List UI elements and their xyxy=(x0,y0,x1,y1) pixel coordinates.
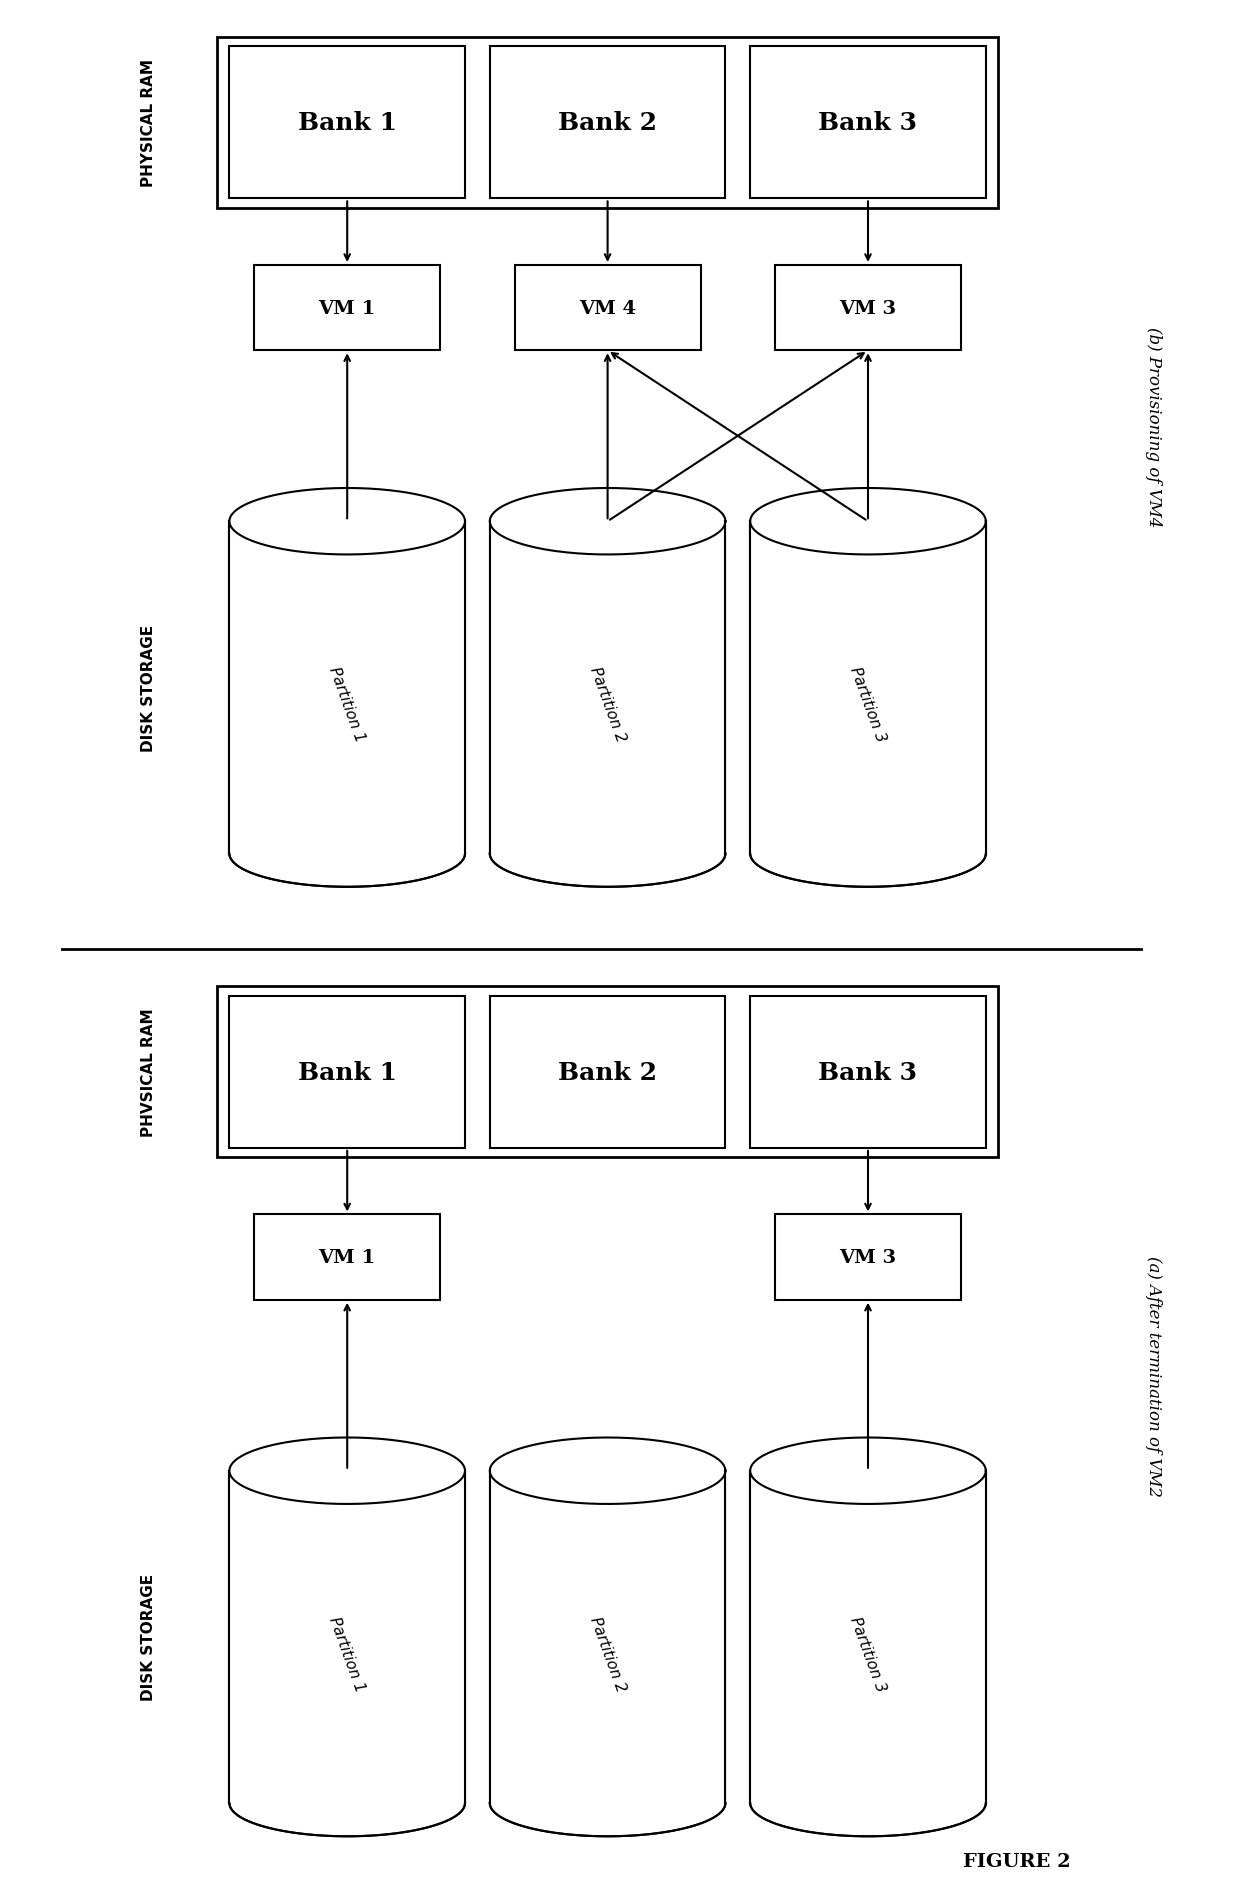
Polygon shape xyxy=(750,490,986,554)
Text: Bank 2: Bank 2 xyxy=(558,112,657,135)
FancyBboxPatch shape xyxy=(254,1215,440,1300)
FancyBboxPatch shape xyxy=(490,1471,725,1803)
FancyBboxPatch shape xyxy=(750,996,986,1148)
FancyBboxPatch shape xyxy=(775,266,961,351)
FancyBboxPatch shape xyxy=(515,266,701,351)
FancyBboxPatch shape xyxy=(490,47,725,199)
Polygon shape xyxy=(490,1439,725,1503)
Text: Partition 3: Partition 3 xyxy=(847,664,889,744)
Text: PHVSICAL RAM: PHVSICAL RAM xyxy=(141,1008,156,1137)
Polygon shape xyxy=(229,490,465,554)
FancyBboxPatch shape xyxy=(229,996,465,1148)
Polygon shape xyxy=(490,490,725,554)
Text: (a) After termination of VM2: (a) After termination of VM2 xyxy=(1145,1256,1162,1496)
Text: VM 1: VM 1 xyxy=(319,1249,376,1266)
FancyBboxPatch shape xyxy=(254,266,440,351)
Text: Partition 1: Partition 1 xyxy=(326,664,368,744)
Text: VM 3: VM 3 xyxy=(839,1249,897,1266)
FancyBboxPatch shape xyxy=(229,522,465,854)
Text: Bank 1: Bank 1 xyxy=(298,112,397,135)
Text: PHYSICAL RAM: PHYSICAL RAM xyxy=(141,59,156,188)
Text: Partition 3: Partition 3 xyxy=(847,1613,889,1693)
Text: DISK STORAGE: DISK STORAGE xyxy=(141,1573,156,1701)
Text: VM 4: VM 4 xyxy=(579,300,636,317)
Text: Bank 3: Bank 3 xyxy=(818,1061,918,1084)
FancyBboxPatch shape xyxy=(750,522,986,854)
FancyBboxPatch shape xyxy=(229,47,465,199)
FancyBboxPatch shape xyxy=(229,1471,465,1803)
FancyBboxPatch shape xyxy=(490,522,725,854)
FancyBboxPatch shape xyxy=(217,38,998,209)
Text: VM 1: VM 1 xyxy=(319,300,376,317)
FancyBboxPatch shape xyxy=(750,1471,986,1803)
Text: Partition 2: Partition 2 xyxy=(587,1613,629,1693)
Text: FIGURE 2: FIGURE 2 xyxy=(963,1852,1070,1870)
Text: Bank 2: Bank 2 xyxy=(558,1061,657,1084)
FancyBboxPatch shape xyxy=(217,987,998,1158)
Text: VM 3: VM 3 xyxy=(839,300,897,317)
FancyBboxPatch shape xyxy=(775,1215,961,1300)
Text: (b) Provisioning of VM4: (b) Provisioning of VM4 xyxy=(1145,326,1162,528)
Text: DISK STORAGE: DISK STORAGE xyxy=(141,624,156,752)
Text: Partition 1: Partition 1 xyxy=(326,1613,368,1693)
Text: Bank 3: Bank 3 xyxy=(818,112,918,135)
FancyBboxPatch shape xyxy=(490,996,725,1148)
Text: Bank 1: Bank 1 xyxy=(298,1061,397,1084)
Polygon shape xyxy=(229,1439,465,1503)
Text: Partition 2: Partition 2 xyxy=(587,664,629,744)
FancyBboxPatch shape xyxy=(750,47,986,199)
Polygon shape xyxy=(750,1439,986,1503)
